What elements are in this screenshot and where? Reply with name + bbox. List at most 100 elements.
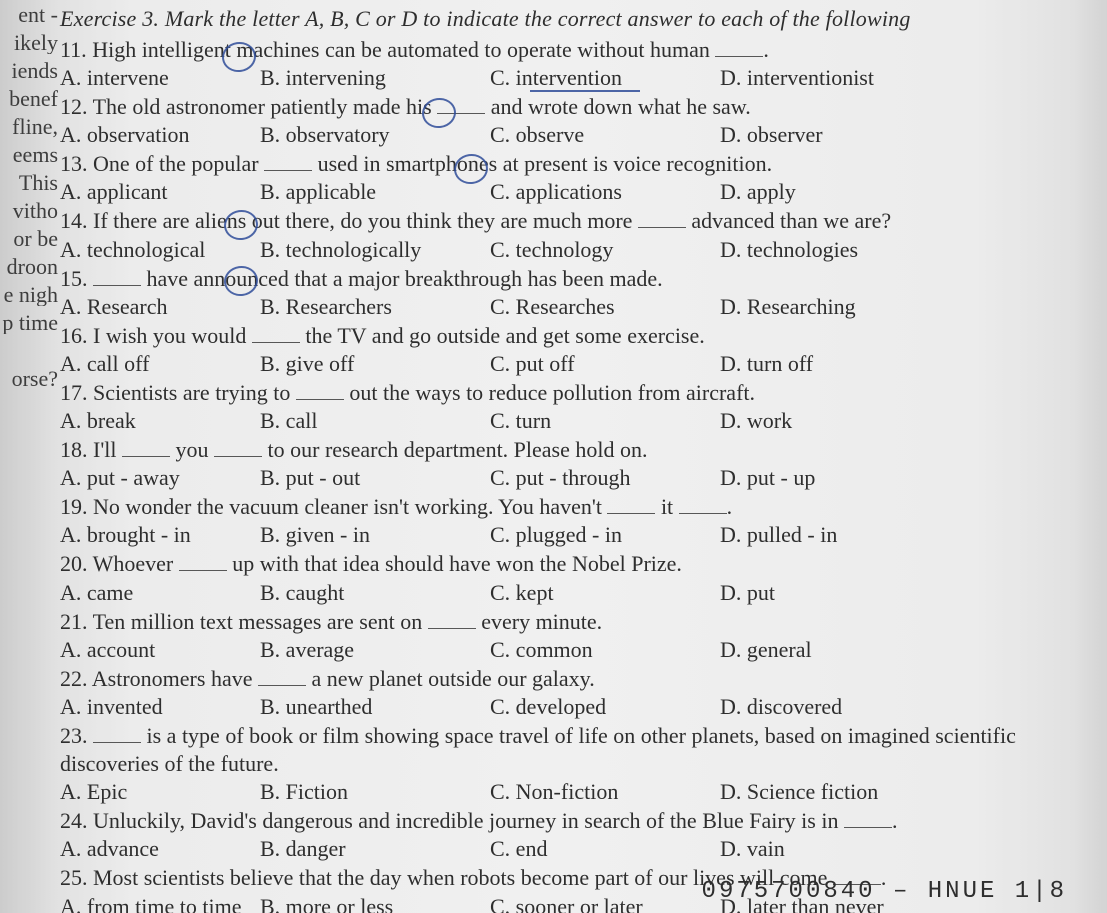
option-a: A. from time to time [60,894,260,913]
title-text: Exercise 3. Mark the letter A, B, C or D… [60,6,911,31]
question-stem: 18. I'll you to our research department.… [60,436,1077,464]
question-options: A. applicantB. applicableC. applications… [60,179,1077,205]
question-number: 25. [60,865,93,890]
option-b: B. caught [260,580,490,606]
option-d: D. work [720,408,1077,434]
option-b: B. more or less [260,894,490,913]
stem-after: used in smartphones at present is voice … [312,151,772,176]
option-c: C. put - through [490,465,720,491]
questions-container: 11. High intelligent machines can be aut… [60,36,1077,913]
option-c: C. turn [490,408,720,434]
option-d: D. observer [720,122,1077,148]
edge-fragment: benef [0,88,58,110]
question-number: 18. [60,437,93,462]
blank [179,552,227,572]
question-options: A. technologicalB. technologicallyC. tec… [60,237,1077,263]
option-d: D. put - up [720,465,1077,491]
option-a: A. observation [60,122,260,148]
question-stem: 20. Whoever up with that idea should hav… [60,550,1077,578]
stem-before: Whoever [93,551,179,576]
option-d: D. general [720,637,1077,663]
stem-before: The old astronomer patiently made his [93,94,438,119]
blank [296,380,344,400]
option-a: A. came [60,580,260,606]
option-a: A. break [60,408,260,434]
question-number: 14. [60,208,93,233]
option-c: C. end [490,836,720,862]
stem-before: I wish you would [93,323,252,348]
option-b: B. average [260,637,490,663]
option-c: C. applications [490,179,720,205]
question-options: A. inventedB. unearthedC. developedD. di… [60,694,1077,720]
question-stem: 13. One of the popular used in smartphon… [60,150,1077,178]
edge-fragment: fline, [0,116,58,138]
question-stem: 17. Scientists are trying to out the way… [60,379,1077,407]
stem-before: Ten million text messages are sent on [93,609,428,634]
exercise-title: Exercise 3. Mark the letter A, B, C or D… [60,6,1077,32]
option-c: C. common [490,637,720,663]
option-d: D. Science fiction [720,779,1077,805]
edge-fragment: ikely [0,32,58,54]
blank [264,152,312,172]
option-a: A. brought - in [60,522,260,548]
question-number: 13. [60,151,93,176]
question-number: 17. [60,380,93,405]
question-stem: 22. Astronomers have a new planet outsid… [60,665,1077,693]
question-options: A. interveneB. interveningC. interventio… [60,65,1077,91]
stem-after: out the ways to reduce pollution from ai… [344,380,755,405]
option-a: A. account [60,637,260,663]
question-stem: 14. If there are aliens out there, do yo… [60,207,1077,235]
question-options: A. accountB. averageC. commonD. general [60,637,1077,663]
question-options: A. call offB. give offC. put offD. turn … [60,351,1077,377]
option-c: C. plugged - in [490,522,720,548]
option-b: B. technologically [260,237,490,263]
question-options: A. put - awayB. put - outC. put - throug… [60,465,1077,491]
option-d: D. discovered [720,694,1077,720]
stem-after: is a type of book or film showing space … [60,723,1016,776]
stem-after: a new planet outside our galaxy. [306,666,595,691]
option-c: C. Non-fiction [490,779,720,805]
option-d: D. put [720,580,1077,606]
blank [122,437,170,457]
blank [214,437,262,457]
option-b: B. unearthed [260,694,490,720]
question-stem: 12. The old astronomer patiently made hi… [60,93,1077,121]
question-number: 22. [60,666,92,691]
blank [252,323,300,343]
option-b: B. Researchers [260,294,490,320]
blank [715,37,763,57]
option-d: D. turn off [720,351,1077,377]
edge-fragment: orse? [0,368,58,390]
question-options: A. EpicB. FictionC. Non-fictionD. Scienc… [60,779,1077,805]
option-a: A. Epic [60,779,260,805]
stem-after: . [892,808,898,833]
question-stem: 11. High intelligent machines can be aut… [60,36,1077,64]
page-footer: 0975700840 – HNUE 1|8 [702,878,1067,905]
option-c: C. put off [490,351,720,377]
blank [258,666,306,686]
question-options: A. brought - inB. given - inC. plugged -… [60,522,1077,548]
footer-text: 0975700840 – HNUE 1|8 [702,878,1067,905]
edge-fragment: ent - [0,4,58,26]
question-options: A. ResearchB. ResearchersC. ResearchesD.… [60,294,1077,320]
question-stem: 16. I wish you would the TV and go outsi… [60,322,1077,350]
option-b: B. observatory [260,122,490,148]
question-stem: 24. Unluckily, David's dangerous and inc… [60,807,1077,835]
option-c: C. technology [490,237,720,263]
stem-before: No wonder the vacuum cleaner isn't worki… [93,494,607,519]
option-c: C. Researches [490,294,720,320]
edge-fragment: droon [0,256,58,278]
edge-fragment: e nigh [0,284,58,306]
option-a: A. applicant [60,179,260,205]
option-d: D. technologies [720,237,1077,263]
option-a: A. intervene [60,65,260,91]
option-b: B. given - in [260,522,490,548]
option-c: C. developed [490,694,720,720]
stem-after: up with that idea should have won the No… [227,551,682,576]
option-c: C. sooner or later [490,894,720,913]
stem-after: and wrote down what he saw. [485,94,751,119]
option-d: D. apply [720,179,1077,205]
question-stem: 23. is a type of book or film showing sp… [60,722,1077,778]
option-a: A. Research [60,294,260,320]
option-b: B. applicable [260,179,490,205]
